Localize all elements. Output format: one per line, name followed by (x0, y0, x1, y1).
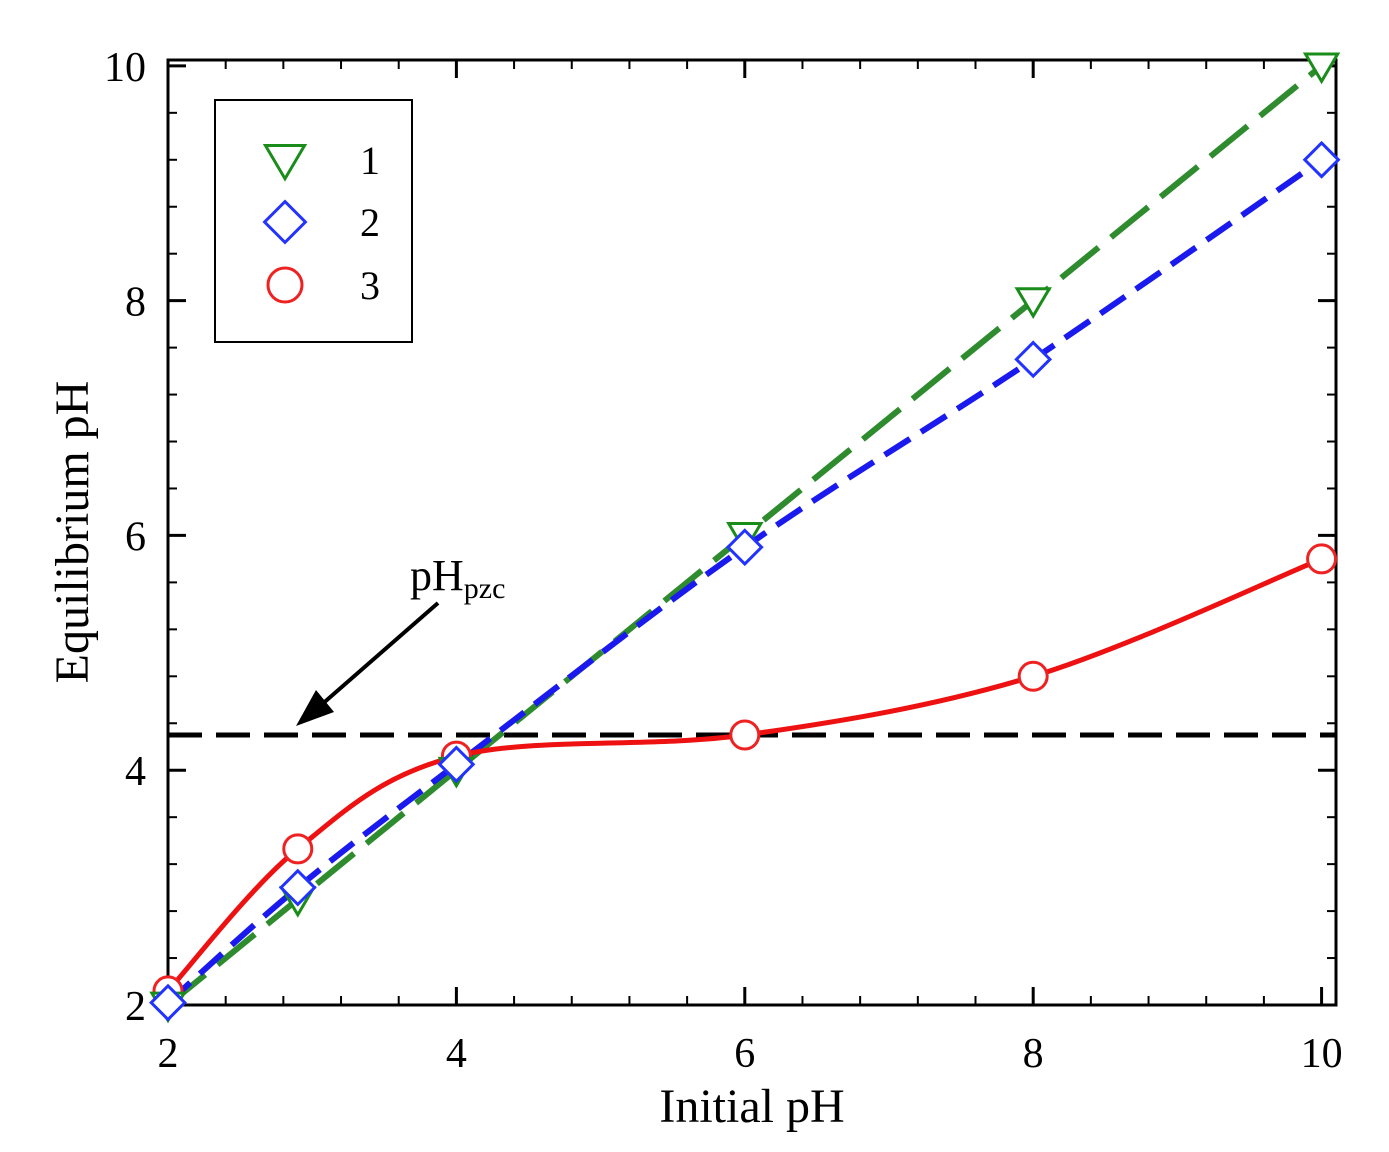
series-2-point (1302, 140, 1341, 179)
y-tick-label: 8 (125, 280, 146, 326)
series-3-point (1017, 660, 1049, 692)
series-2-point (1014, 340, 1053, 379)
series-2-point (149, 983, 187, 1022)
y-tick-label: 4 (125, 749, 146, 795)
legend-entry-2: 2 (262, 199, 380, 245)
legend-label-1: 1 (360, 138, 380, 183)
x-tick-label: 2 (158, 1031, 179, 1077)
y-axis-title: Equilibrium pH (46, 381, 99, 684)
pzc-label-main: pH (410, 551, 464, 600)
series-markers (149, 52, 1341, 1024)
series-3-point (282, 833, 314, 865)
legend-box (214, 99, 413, 343)
y-tick-label: 6 (125, 514, 146, 560)
x-tick-label: 4 (446, 1031, 467, 1077)
legend-label-3: 3 (360, 263, 380, 308)
x-tick-label: 6 (734, 1031, 755, 1077)
legend-label-2: 2 (360, 200, 380, 245)
series-3-point (729, 719, 761, 751)
series-1-point (1302, 52, 1341, 85)
legend-entry-3: 3 (266, 263, 380, 308)
pzc-annotation: pHpzc (296, 551, 505, 726)
series-1-point (1014, 287, 1052, 320)
pzc-arrow-head (296, 690, 334, 726)
pzc-label: pHpzc (410, 551, 505, 605)
x-tick-label: 8 (1023, 1031, 1044, 1077)
series-2-point (437, 745, 476, 784)
x-axis-title: Initial pH (659, 1080, 844, 1133)
series-2-point (278, 868, 317, 907)
x-tick-label: 10 (1301, 1031, 1343, 1077)
legend: 1 2 3 (214, 99, 413, 343)
legend-marker-3 (266, 266, 304, 304)
axis-tick-labels: 2 4 6 8 10 2 4 6 8 10 (104, 45, 1343, 1077)
pzc-arrow-shaft (318, 601, 440, 708)
legend-marker-2 (262, 199, 308, 245)
y-tick-label: 2 (125, 984, 146, 1030)
series-3-point (1306, 543, 1338, 575)
y-tick-label: 10 (104, 45, 146, 91)
pzc-label-subscript: pzc (464, 572, 506, 605)
legend-entry-1: 1 (262, 138, 380, 183)
legend-marker-1 (262, 144, 308, 182)
series-2-point (725, 528, 764, 567)
